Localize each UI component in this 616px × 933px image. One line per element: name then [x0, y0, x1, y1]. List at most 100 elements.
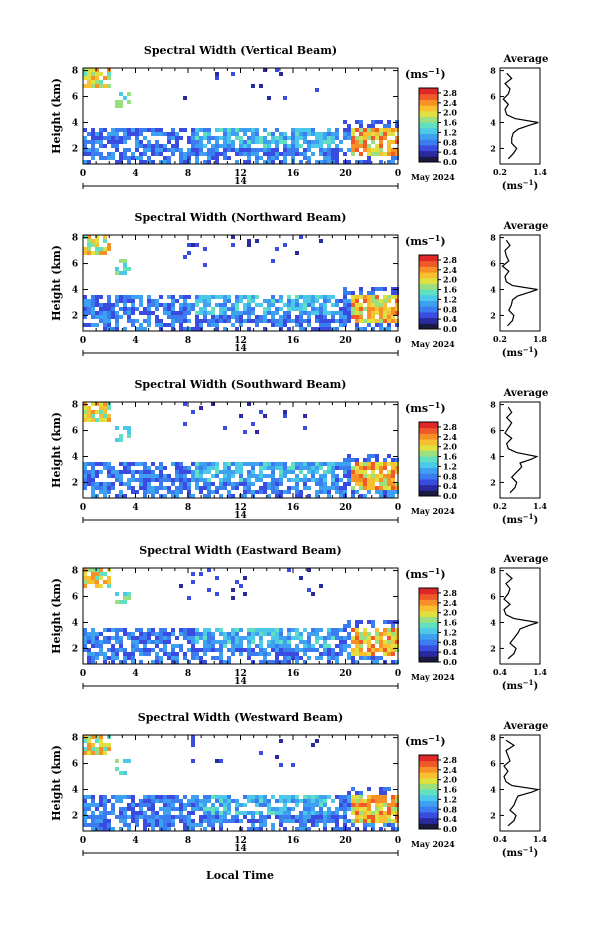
- colorbar-swatch: [419, 294, 438, 302]
- x-tick-label: 12: [234, 836, 247, 846]
- average-frame: [499, 734, 541, 832]
- colorbar-swatch: [419, 427, 438, 434]
- x-tick-label: 16: [287, 336, 300, 346]
- colorbar-swatch: [419, 139, 438, 146]
- average-x-tick-label: 0.2: [493, 501, 507, 511]
- colorbar-swatch: [419, 811, 438, 819]
- average-y-tick-label: 4: [490, 451, 496, 461]
- panel-title: Spectral Width (Southward Beam): [134, 378, 346, 391]
- colorbar-tick-label: 0.0: [443, 157, 457, 167]
- x-tick-label: 20: [339, 669, 352, 679]
- colorbar-swatch: [419, 450, 438, 457]
- colorbar-swatch: [419, 323, 438, 330]
- average-title: Average: [503, 388, 549, 399]
- x-tick-label: 0: [80, 169, 86, 179]
- x-tick-label: 20: [339, 169, 352, 179]
- heatmap-cells: [83, 568, 399, 664]
- colorbar-swatch: [419, 144, 438, 152]
- average-y-tick-label: 6: [490, 759, 496, 769]
- average-frame: [499, 567, 541, 665]
- colorbar-swatch: [419, 755, 438, 762]
- colorbar-swatch: [419, 311, 438, 319]
- x-tick-label: 4: [132, 836, 138, 846]
- colorbar-swatch: [419, 439, 438, 446]
- y-tick-label: 8: [72, 401, 78, 411]
- x-tick-label: 0: [395, 669, 401, 679]
- colorbar-swatch: [419, 110, 438, 117]
- colorbar-tick-label: 1.2: [443, 794, 457, 804]
- colorbar-tick-label: 2.4: [443, 265, 457, 275]
- y-tick-label: 6: [72, 260, 78, 270]
- panel-title: Spectral Width (Westward Beam): [138, 711, 343, 724]
- x-tick-label: 12: [234, 169, 247, 179]
- y-tick-label: 2: [72, 311, 78, 321]
- colorbar-tick-label: 1.6: [443, 285, 457, 295]
- colorbar-swatch: [419, 622, 438, 629]
- colorbar-swatch: [419, 789, 438, 796]
- colorbar-swatch: [419, 817, 438, 824]
- colorbar-swatch: [419, 777, 438, 784]
- colorbar-tick-label: 2.8: [443, 588, 457, 598]
- panel-4: Spectral Width (Eastward Beam)0 4 8 12 16 20 0…: [50, 544, 548, 692]
- colorbar-tick-label: 1.2: [443, 461, 457, 471]
- average-y-tick-label: 2: [490, 810, 496, 820]
- date-label: May 2024: [411, 839, 455, 849]
- average-title: Average: [503, 554, 549, 565]
- panel-2: Spectral Width (Northward Beam)0 4 8 12 16 20…: [50, 211, 548, 359]
- colorbar-swatch: [419, 283, 438, 290]
- x-tick-label: 0: [80, 503, 86, 513]
- colorbar-unit-label: (ms−1): [405, 400, 446, 415]
- colorbar-tick-label: 0.8: [443, 304, 457, 314]
- average-frame: [499, 401, 541, 499]
- colorbar-swatch: [419, 650, 438, 657]
- x-tick-label: 0: [395, 836, 401, 846]
- y-tick-label: 6: [72, 427, 78, 437]
- colorbar-swatch: [419, 616, 438, 623]
- average-frame: [499, 234, 541, 332]
- colorbar-unit-label: (ms−1): [405, 566, 446, 581]
- average-y-tick-label: 2: [490, 643, 496, 653]
- panel-3: Spectral Width (Southward Beam)0 4 8 12 16 20…: [50, 378, 548, 526]
- colorbar-tick-label: 2.4: [443, 598, 457, 608]
- colorbar-swatch: [419, 605, 438, 612]
- x-tick-label: 16: [287, 169, 300, 179]
- y-tick-label: 6: [72, 760, 78, 770]
- colorbar-tick-label: 2.8: [443, 422, 457, 432]
- y-tick-label: 2: [72, 811, 78, 821]
- colorbar-swatch: [419, 806, 438, 813]
- average-y-tick-label: 2: [490, 477, 496, 487]
- colorbar-swatch: [419, 627, 438, 635]
- average-frame: [499, 67, 541, 165]
- colorbar-tick-label: 0.0: [443, 824, 457, 834]
- date-label: May 2024: [411, 172, 455, 182]
- average-y-tick-label: 8: [490, 733, 496, 743]
- y-tick-label: 4: [72, 452, 78, 462]
- average-x-tick-label: 1.8: [533, 334, 547, 344]
- average-y-tick-label: 4: [490, 284, 496, 294]
- average-unit-label: (ms−1): [502, 512, 538, 526]
- colorbar-tick-label: 1.2: [443, 294, 457, 304]
- x-tick-label: 8: [185, 336, 191, 346]
- y-tick-label: 6: [72, 593, 78, 603]
- colorbar-swatch: [419, 306, 438, 313]
- colorbar-swatch: [419, 300, 438, 307]
- colorbar-swatch: [419, 639, 438, 646]
- heatmap-cells: [83, 402, 399, 498]
- colorbar-tick-label: 2.0: [443, 775, 457, 785]
- colorbar-swatch: [419, 255, 438, 262]
- colorbar-frame: [418, 254, 439, 330]
- colorbar-tick-label: 2.0: [443, 442, 457, 452]
- average-x-tick-label: 0.2: [493, 334, 507, 344]
- colorbar-frame: [418, 754, 439, 830]
- colorbar-swatch: [419, 156, 438, 163]
- average-x-tick-label: 1.4: [533, 667, 547, 677]
- average-y-tick-label: 4: [490, 784, 496, 794]
- colorbar-tick-label: 0.8: [443, 137, 457, 147]
- colorbar-unit-label: (ms−1): [405, 733, 446, 748]
- colorbar-tick-label: 0.0: [443, 657, 457, 667]
- colorbar-swatch: [419, 473, 438, 480]
- day-label: 14: [234, 511, 247, 521]
- average-title: Average: [503, 721, 549, 732]
- panel-1: Spectral Width (Vertical Beam)0 4 8 12 16 20 0…: [50, 44, 548, 192]
- heatmap-cells: [83, 735, 399, 831]
